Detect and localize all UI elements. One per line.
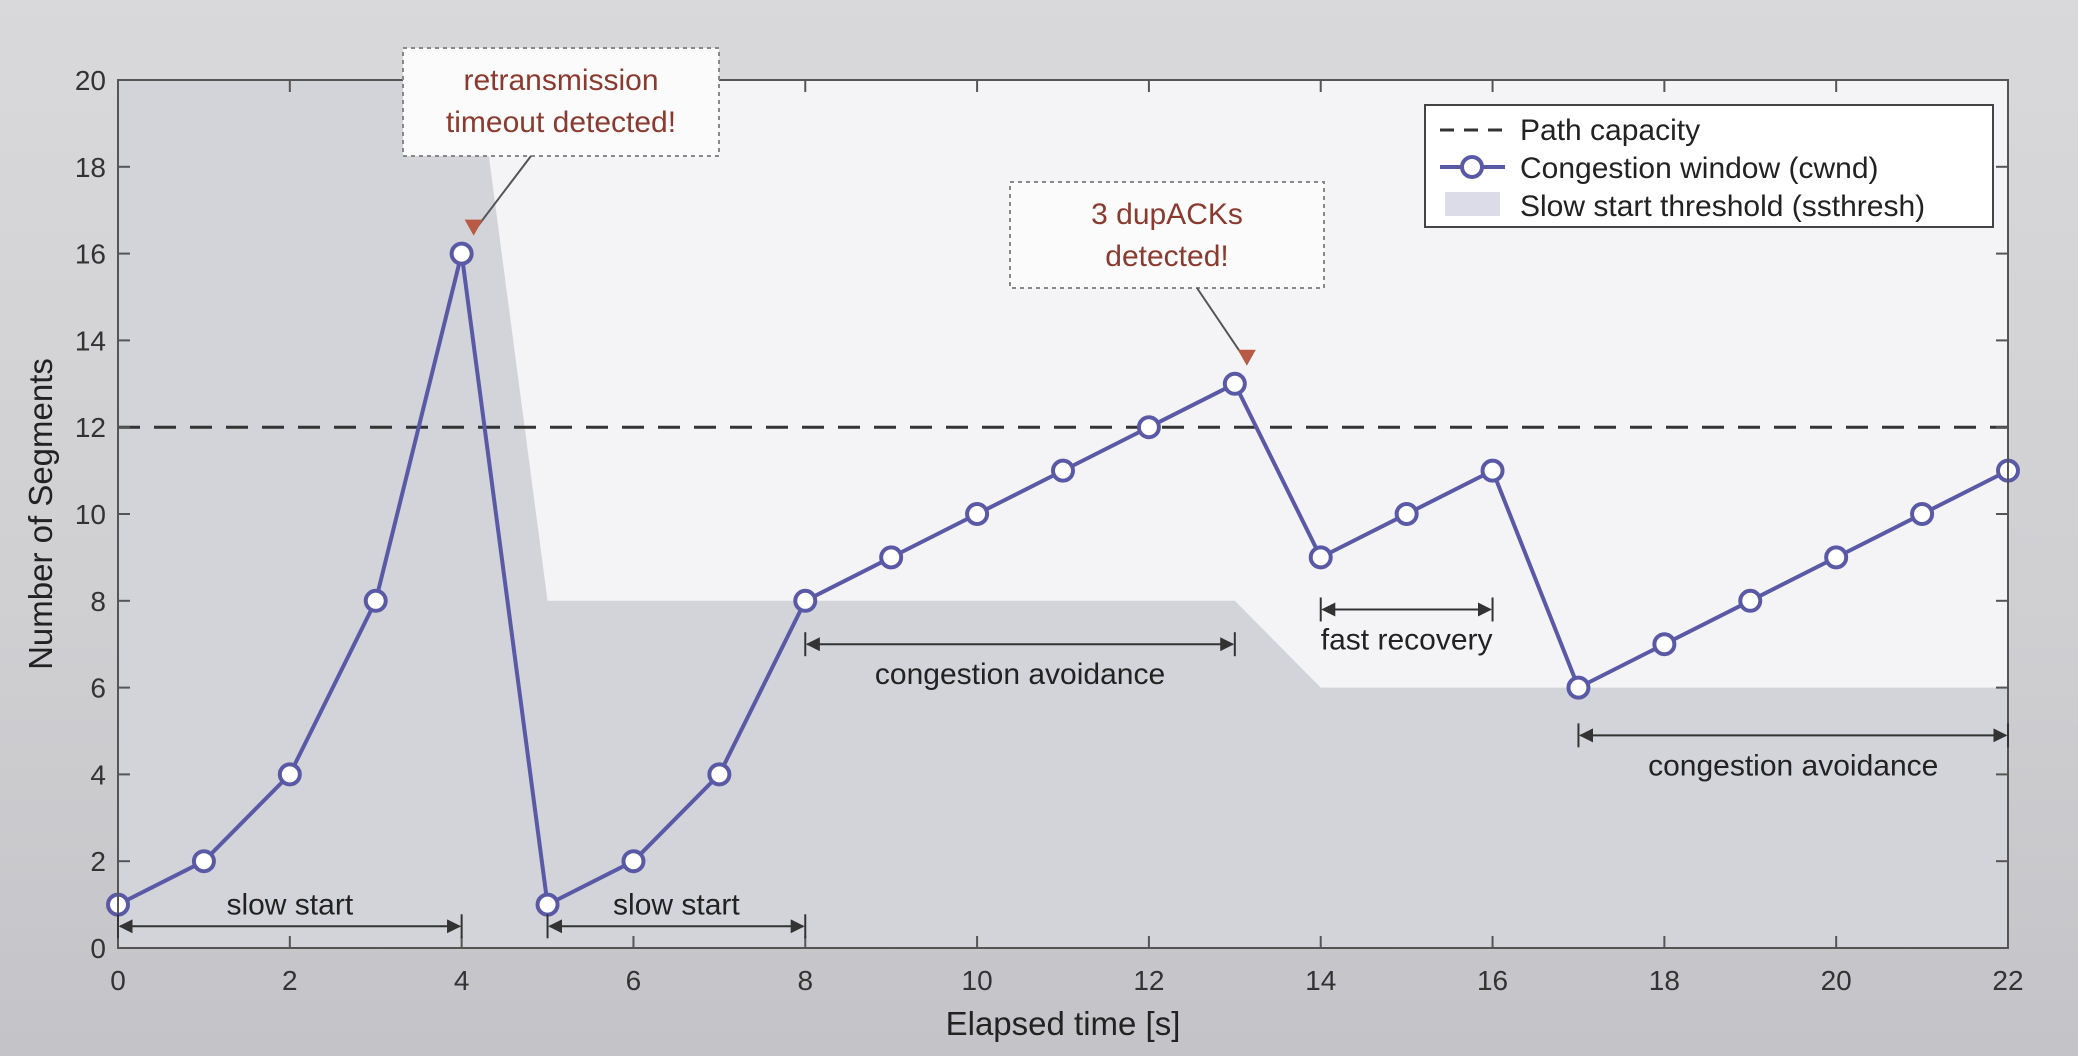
cwnd-point <box>535 892 560 917</box>
legend-label-cwnd: Congestion window (cwnd) <box>1520 152 1879 185</box>
y-tick-label: 0 <box>90 933 106 964</box>
cwnd-point <box>363 588 388 613</box>
y-tick-label: 12 <box>75 412 106 443</box>
x-tick-label: 2 <box>282 965 298 996</box>
callout-leader <box>472 155 532 233</box>
x-tick-label: 8 <box>797 965 813 996</box>
cwnd-point <box>1652 632 1677 657</box>
x-tick-label: 18 <box>1649 965 1680 996</box>
cwnd-point <box>1824 545 1849 570</box>
cwnd-point <box>793 588 818 613</box>
x-tick-label: 6 <box>626 965 642 996</box>
x-tick-label: 14 <box>1305 965 1336 996</box>
phase-label: congestion avoidance <box>1648 749 1938 782</box>
cwnd-point <box>1910 502 1935 526</box>
x-tick-label: 16 <box>1477 965 1508 996</box>
y-tick-label: 14 <box>75 325 106 356</box>
y-tick-label: 6 <box>90 673 106 704</box>
x-tick-label: 22 <box>1992 965 2023 996</box>
callout-pointer <box>464 219 483 236</box>
y-tick-label: 4 <box>90 759 106 790</box>
cwnd-point <box>879 545 904 570</box>
y-tick-label: 10 <box>75 499 106 530</box>
legend-swatch-ssthresh <box>1445 192 1500 216</box>
cwnd-point <box>191 849 216 874</box>
x-tick-label: 0 <box>110 965 126 996</box>
cwnd-point <box>1222 371 1247 396</box>
x-tick-label: 12 <box>1133 965 1164 996</box>
y-tick-label: 2 <box>90 846 106 877</box>
cwnd-point <box>965 502 990 526</box>
callout-text-line: timeout detected! <box>446 106 676 139</box>
callout-leader <box>1196 287 1248 363</box>
cwnd-point <box>1308 545 1333 570</box>
phase-label: slow start <box>226 888 353 921</box>
callout-box <box>1009 181 1325 289</box>
cwnd-point <box>1738 588 1763 613</box>
phase-label: slow start <box>613 888 740 921</box>
legend-box <box>1424 104 1994 228</box>
y-tick-label: 18 <box>75 152 106 183</box>
callout-text-line: 3 dupACKs <box>1091 198 1243 231</box>
y-tick-label: 20 <box>75 65 106 96</box>
legend-label-capacity: Path capacity <box>1520 114 1700 147</box>
callout-text-line: retransmission <box>463 64 658 97</box>
cwnd-point <box>449 241 474 266</box>
cwnd-point <box>707 762 732 787</box>
y-tick-label: 8 <box>90 586 106 617</box>
callout-text-line: detected! <box>1105 240 1228 273</box>
cwnd-point <box>277 762 302 787</box>
callout-box <box>402 47 720 157</box>
phase-label: fast recovery <box>1321 623 1493 656</box>
x-tick-label: 20 <box>1821 965 1852 996</box>
legend: Path capacity Congestion window (cwnd) S… <box>1424 104 1994 228</box>
cwnd-point <box>1566 675 1591 700</box>
legend-swatch-cwnd-marker <box>1460 155 1484 179</box>
cwnd-point <box>1136 415 1161 440</box>
y-tick-label: 16 <box>75 239 106 270</box>
y-axis-title: Number of Segments <box>22 358 59 670</box>
legend-label-ssthresh: Slow start threshold (ssthresh) <box>1520 190 1925 223</box>
cwnd-point <box>1480 458 1505 483</box>
x-tick-label: 10 <box>962 965 993 996</box>
x-tick-label: 4 <box>454 965 470 996</box>
x-axis-title: Elapsed time [s] <box>946 1005 1181 1042</box>
phase-label: congestion avoidance <box>875 658 1165 691</box>
cwnd-point <box>1394 502 1419 526</box>
cwnd-point <box>1051 458 1075 483</box>
callout-pointer <box>1237 349 1256 366</box>
cwnd-point <box>621 849 646 874</box>
ssthresh-area <box>118 80 2008 948</box>
